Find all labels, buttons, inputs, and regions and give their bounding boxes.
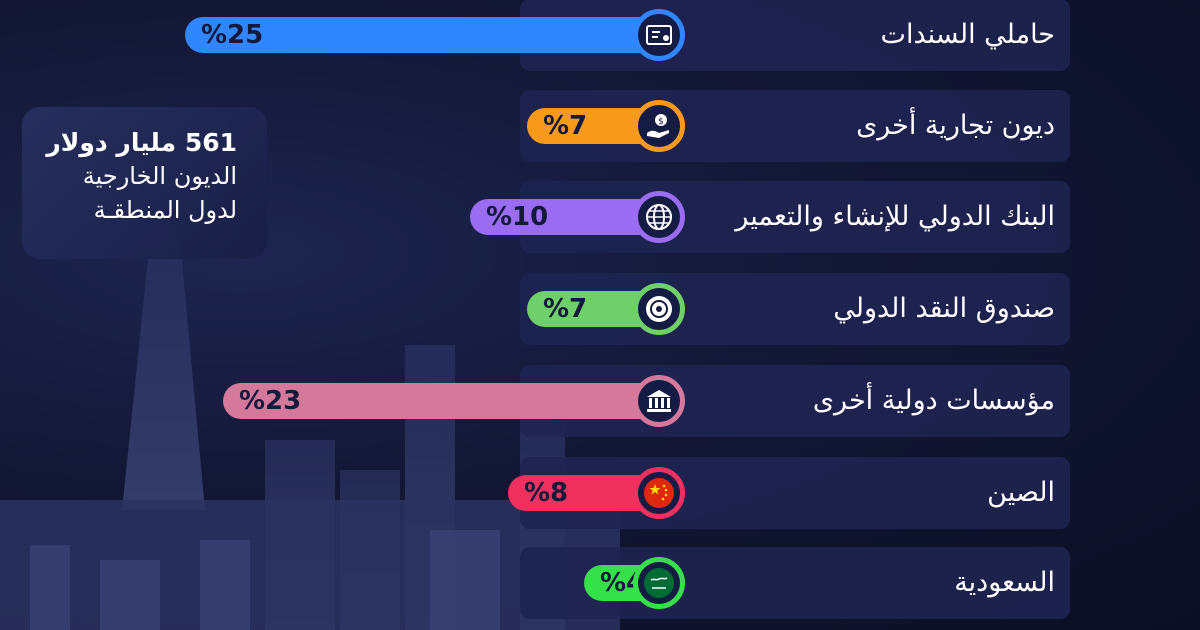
category-icon-badge	[633, 557, 685, 609]
category-label: الصين	[987, 477, 1055, 508]
money-bag-hand-icon: $	[647, 114, 669, 138]
total-debt-amount: 561	[184, 128, 237, 157]
bar-value-label: %10	[486, 202, 549, 232]
category-label: صندوق النقد الدولي	[833, 293, 1055, 324]
total-debt-summary-card: 561 مليار دولار الديون الخارجية لدول الم…	[22, 107, 267, 259]
globe-icon	[646, 204, 672, 230]
china-flag-icon	[644, 478, 674, 508]
category-icon-badge	[633, 9, 685, 61]
category-label: البنك الدولي للإنشاء والتعمير	[735, 201, 1055, 232]
summary-subtitle-line2: لدول المنطقـة	[93, 196, 237, 224]
bar-value-label: %25	[201, 20, 264, 50]
category-label: ديون تجارية أخرى	[856, 110, 1055, 141]
summary-subtitle-line1: الديون الخارجية	[82, 162, 237, 190]
institution-building-icon	[647, 390, 671, 412]
category-icon-badge	[633, 467, 685, 519]
category-icon-badge	[633, 283, 685, 335]
category-icon-badge	[633, 375, 685, 427]
bar-3	[470, 199, 660, 235]
category-label: مؤسسات دولية أخرى	[812, 385, 1055, 416]
total-debt-unit: مليار دولار	[46, 128, 177, 157]
bar-5	[223, 383, 660, 419]
category-icon-badge	[633, 191, 685, 243]
bar-value-label: %7	[543, 294, 588, 324]
imf-seal-icon	[646, 296, 672, 322]
category-icon-badge: $	[633, 100, 685, 152]
svg-text:$: $	[658, 117, 664, 127]
bar-1	[185, 17, 660, 53]
category-label: السعودية	[954, 567, 1055, 598]
category-label: حاملي السندات	[880, 19, 1055, 50]
bar-value-label: %23	[239, 386, 302, 416]
bar-value-label: %8	[524, 478, 569, 508]
bond-certificate-icon	[646, 25, 672, 45]
bar-value-label: %7	[543, 111, 588, 141]
saudi-flag-icon	[644, 568, 674, 598]
